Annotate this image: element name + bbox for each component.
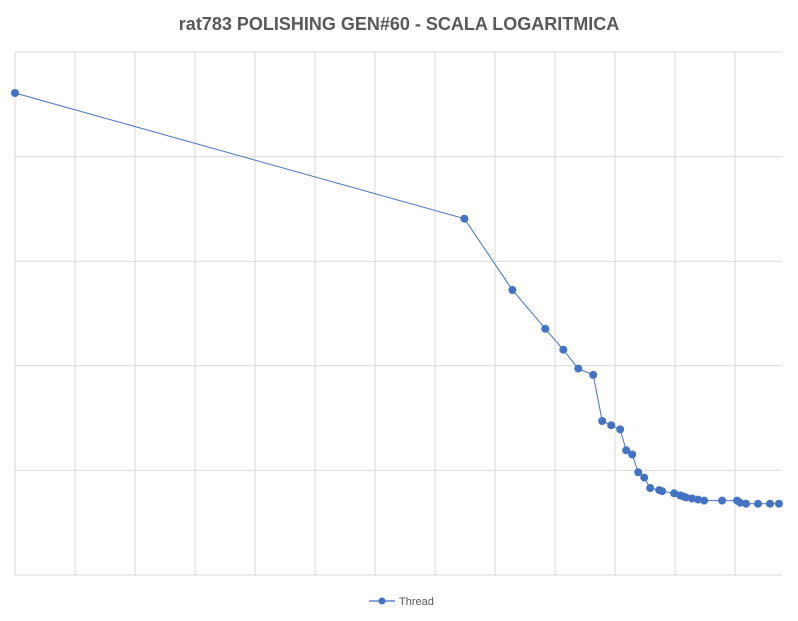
data-point	[559, 345, 568, 354]
data-point	[682, 493, 691, 502]
grid	[14, 51, 782, 576]
series-thread	[11, 89, 783, 508]
data-point	[670, 489, 679, 498]
series-line	[14, 92, 779, 505]
data-point	[700, 496, 709, 505]
data-point	[628, 450, 637, 459]
data-point	[688, 494, 697, 503]
data-point	[634, 468, 643, 477]
data-point	[616, 425, 625, 434]
data-point	[622, 446, 631, 455]
data-point	[508, 286, 517, 294]
chart-title: rat783 POLISHING GEN#60 - SCALA LOGARITM…	[179, 14, 619, 34]
data-point	[607, 421, 616, 430]
data-point	[718, 496, 727, 505]
legend-marker	[378, 597, 386, 605]
data-point	[574, 364, 583, 373]
data-point	[598, 417, 607, 425]
data-point	[775, 499, 783, 508]
data-point	[742, 499, 750, 508]
data-point	[694, 495, 703, 504]
data-point	[658, 487, 667, 496]
data-point	[640, 473, 649, 482]
data-point	[766, 499, 774, 508]
data-point	[460, 214, 469, 223]
data-point	[541, 324, 550, 333]
legend-label-thread: Thread	[399, 596, 434, 608]
data-point	[754, 499, 762, 508]
data-point	[646, 484, 655, 492]
data-point	[589, 370, 598, 379]
data-point	[736, 498, 745, 507]
data-point	[11, 89, 19, 97]
legend: Thread	[369, 596, 434, 608]
